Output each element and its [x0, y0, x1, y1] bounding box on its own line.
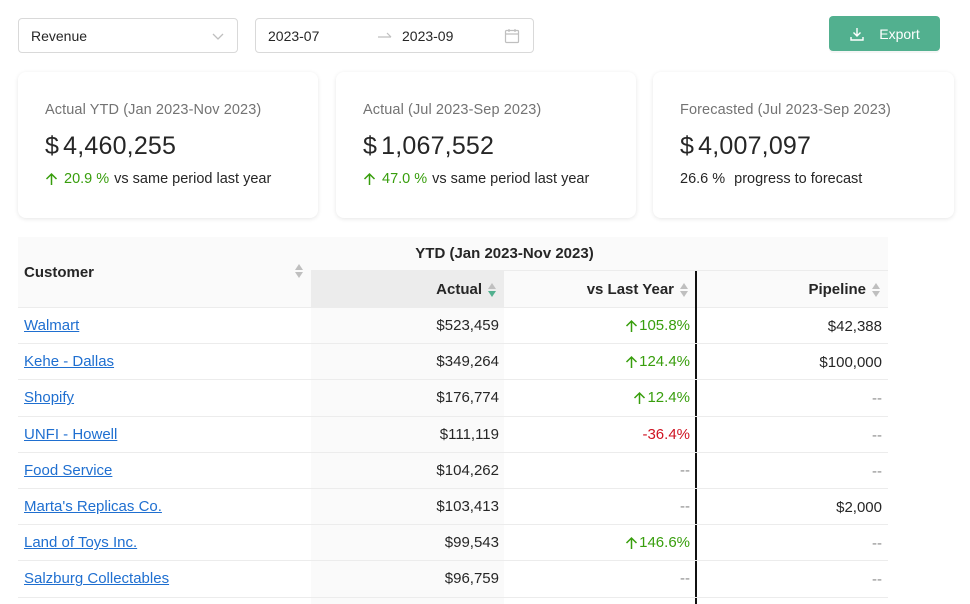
arrow-up-icon [626, 355, 638, 368]
stat-card-label: Actual YTD (Jan 2023-Nov 2023) [45, 102, 262, 118]
stat-card-change: 20.9 % vs same period last year [45, 171, 318, 187]
table-row: Marta's Replicas Co. $103,413 -- $2,000 [18, 489, 888, 526]
stat-card-value: $1,067,552 [363, 132, 495, 160]
pipeline-value: -- [872, 462, 882, 480]
actual-value: $111,119 [439, 425, 499, 443]
stat-card-forecasted: Forecasted (Jul 2023-Sep 2023) $4,007,09… [653, 72, 954, 218]
sort-icon[interactable] [680, 282, 690, 297]
stat-card-label: Actual (Jul 2023-Sep 2023) [363, 102, 542, 118]
metric-select-value: Revenue [31, 27, 88, 44]
stat-card-actual-ytd: Actual YTD (Jan 2023-Nov 2023) $4,460,25… [18, 72, 318, 218]
download-icon [850, 27, 864, 41]
vs-last-year-value: 146.6% [625, 534, 690, 551]
column-divider[interactable] [695, 271, 697, 604]
metric-select[interactable]: Revenue [18, 18, 238, 53]
actual-value: $103,413 [436, 497, 499, 515]
vs-last-year-value: -- [680, 570, 690, 588]
table-body: Walmart $523,459 105.8% $42,388 Kehe - Dalla… [18, 308, 888, 598]
table-row: Shopify $176,774 12.4% -- [18, 380, 888, 417]
table-row: Kehe - Dallas $349,264 124.4% $100,000 [18, 344, 888, 381]
pipeline-value: -- [872, 426, 882, 444]
stat-card-value: $4,460,255 [45, 132, 177, 160]
date-to-input[interactable]: 2023-09 [402, 28, 454, 44]
stat-card-progress: 26.6 % progress to forecast [680, 171, 863, 187]
calendar-icon [504, 29, 520, 44]
pipeline-value: -- [872, 390, 882, 408]
pipeline-value: -- [872, 535, 882, 553]
column-header-actual[interactable]: Actual [311, 271, 504, 308]
customer-revenue-table: Customer YTD (Jan 2023-Nov 2023) Actual … [18, 237, 888, 604]
actual-value: $99,543 [444, 534, 499, 552]
column-group-header-ytd: YTD (Jan 2023-Nov 2023) [311, 237, 888, 271]
date-range-picker[interactable]: 2023-07 2023-09 [255, 18, 534, 53]
stat-card-actual-quarter: Actual (Jul 2023-Sep 2023) $1,067,552 47… [336, 72, 636, 218]
stat-card-value: $4,007,097 [680, 132, 812, 160]
vs-last-year-value: 124.4% [625, 353, 690, 370]
arrow-right-icon [378, 32, 392, 38]
customer-link[interactable]: Kehe - Dallas [24, 353, 115, 371]
customer-link[interactable]: Walmart [24, 317, 80, 334]
actual-value: $176,774 [436, 389, 499, 407]
customer-link[interactable]: UNFI - Howell [24, 425, 118, 443]
table-row: Salzburg Collectables $96,759 -- -- [18, 561, 888, 598]
arrow-up-icon [45, 172, 58, 185]
column-header-pipeline[interactable]: Pipeline [697, 271, 888, 308]
table-row: Walmart $523,459 105.8% $42,388 [18, 308, 888, 345]
vs-last-year-value: -- [680, 461, 690, 479]
customer-link[interactable]: Salzburg Collectables [24, 570, 170, 588]
table-row: Land of Toys Inc. $99,543 146.6% -- [18, 525, 888, 562]
table-row: Food Service $104,262 -- -- [18, 453, 888, 489]
stat-card-label: Forecasted (Jul 2023-Sep 2023) [680, 102, 891, 118]
sort-icon[interactable] [488, 282, 498, 297]
sort-icon[interactable] [295, 264, 305, 278]
column-header-customer[interactable]: Customer [18, 237, 311, 308]
pipeline-value: -- [872, 571, 882, 589]
customer-link[interactable]: Food Service [24, 461, 113, 479]
customer-link[interactable]: Marta's Replicas Co. [24, 497, 162, 515]
chevron-down-icon [212, 33, 224, 40]
arrow-up-icon [363, 172, 376, 185]
pipeline-value: $2,000 [836, 498, 882, 516]
vs-last-year-value: -36.4% [642, 425, 690, 443]
export-button[interactable]: Export [829, 16, 940, 51]
actual-value: $349,264 [436, 353, 499, 371]
vs-last-year-value: -- [680, 497, 690, 515]
sort-icon[interactable] [872, 282, 882, 297]
vs-last-year-value: 105.8% [625, 317, 690, 334]
arrow-up-icon [626, 536, 638, 549]
date-from-input[interactable]: 2023-07 [268, 28, 320, 44]
table-row: UNFI - Howell $111,119 -36.4% -- [18, 417, 888, 453]
pipeline-value: $42,388 [827, 318, 882, 335]
column-header-vs-last-year[interactable]: vs Last Year [504, 271, 696, 308]
customer-link[interactable]: Shopify [24, 389, 75, 407]
actual-value: $96,759 [444, 570, 499, 588]
actual-value: $104,262 [436, 461, 499, 479]
vs-last-year-value: 12.4% [633, 389, 690, 406]
stat-card-change: 47.0 % vs same period last year [363, 171, 636, 187]
pipeline-value: $100,000 [819, 354, 882, 372]
sorted-column-highlight [311, 308, 504, 604]
customer-link[interactable]: Land of Toys Inc. [24, 534, 138, 552]
arrow-up-icon [626, 319, 638, 332]
arrow-up-icon [634, 391, 646, 404]
actual-value: $523,459 [436, 317, 499, 334]
export-button-label: Export [879, 25, 920, 42]
